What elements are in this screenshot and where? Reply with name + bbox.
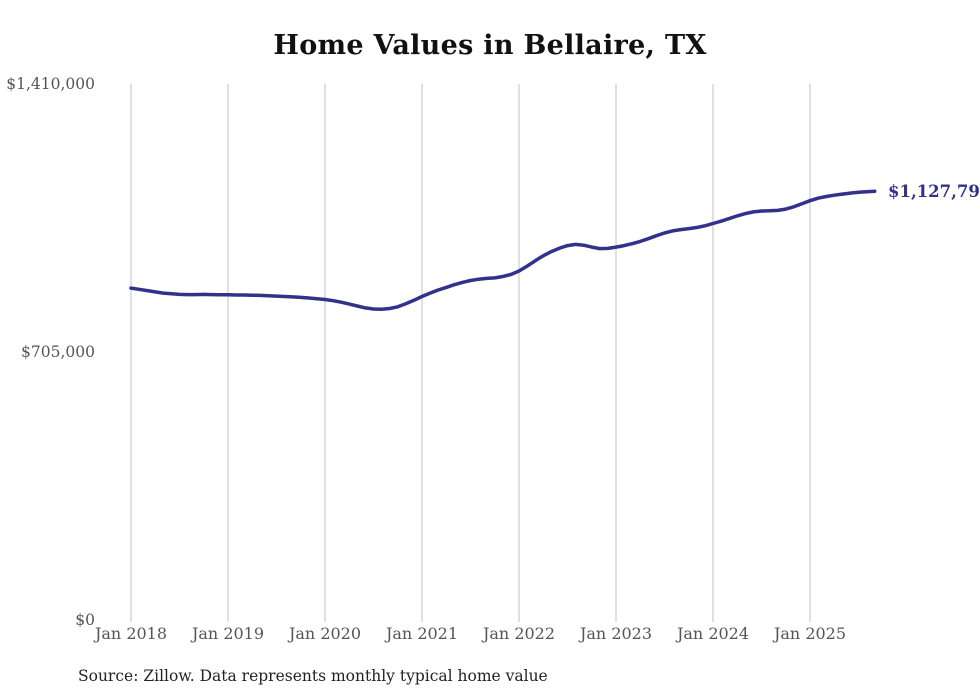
- source-note: Source: Zillow. Data represents monthly …: [78, 667, 548, 685]
- x-axis-tick-label: Jan 2024: [676, 624, 750, 643]
- x-axis-tick-label: Jan 2019: [191, 624, 265, 643]
- chart-title: Home Values in Bellaire, TX: [273, 30, 707, 61]
- x-axis-tick-label: Jan 2022: [482, 624, 556, 643]
- y-axis-tick-label: $1,410,000: [6, 75, 95, 93]
- home-value-line-series: [129, 189, 877, 311]
- y-axis-tick-label: $0: [75, 611, 95, 629]
- x-axis-tick-label: Jan 2025: [773, 624, 847, 643]
- latest-value-label: $1,127,798: [888, 182, 980, 201]
- x-axis-tick-label: Jan 2018: [94, 624, 168, 643]
- x-axis-tick-label: Jan 2020: [288, 624, 362, 643]
- gridlines: [130, 84, 811, 622]
- y-axis-tick-label: $705,000: [21, 343, 95, 361]
- x-axis-tick-label: Jan 2021: [385, 624, 459, 643]
- x-axis-tick-label: Jan 2023: [579, 624, 653, 643]
